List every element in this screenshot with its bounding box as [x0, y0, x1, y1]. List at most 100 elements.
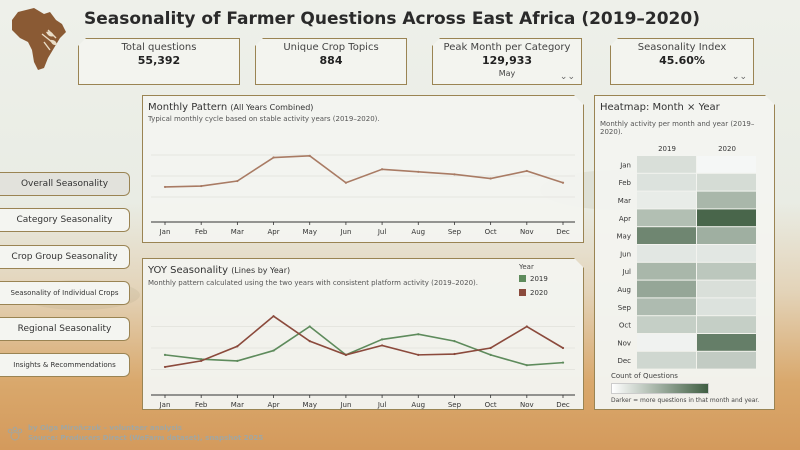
nav-crop-group-seasonality[interactable]: Crop Group Seasonality	[0, 245, 130, 269]
heatmap-cell	[637, 227, 696, 244]
tick-label: Apr	[267, 228, 279, 236]
africa-logo	[12, 8, 66, 70]
heatmap-cell	[697, 245, 756, 262]
yoy-title-small: (Lines by Year)	[231, 266, 291, 275]
kpi-sub-value: May	[498, 69, 516, 78]
data-point-2019	[309, 325, 311, 327]
heatmap-cell	[697, 156, 756, 173]
data-point-2019	[490, 354, 492, 356]
heatmap-cell	[637, 334, 696, 351]
kpi-value: 55,392	[137, 54, 181, 67]
heatmap-row-label: Sep	[618, 304, 632, 312]
heatmap-row-label: Jun	[619, 250, 631, 258]
monthly-title-main: Monthly Pattern	[148, 102, 228, 113]
heatmap-row-label: Aug	[617, 286, 631, 294]
nav-regional-seasonality[interactable]: Regional Seasonality	[0, 317, 130, 341]
heatmap-cell	[637, 316, 696, 333]
footer-source: Source: Producers Direct (WeFarm dataset…	[28, 434, 264, 442]
data-point-2020	[526, 325, 528, 327]
heatmap-cell	[637, 209, 696, 226]
heatmap-row-label: Apr	[619, 215, 631, 223]
heatmap-column-label: 2019	[658, 145, 676, 153]
heatmap-cell	[697, 174, 756, 191]
data-point-monthly	[562, 182, 564, 184]
data-point-2019	[453, 340, 455, 342]
data-point-monthly	[345, 182, 347, 184]
kpi-value: 884	[319, 54, 343, 67]
heatmap-title: Heatmap: Month × Year	[600, 102, 720, 113]
heatmap-row-label: Mar	[618, 197, 631, 205]
data-point-2019	[381, 338, 383, 340]
heatmap-cell	[637, 263, 696, 280]
yoy-seasonality-panel: YOY Seasonality (Lines by Year) Monthly …	[142, 258, 584, 410]
heatmap-cell	[697, 298, 756, 315]
chevron-down-icon[interactable]: ⌄⌄	[731, 72, 747, 82]
data-point-monthly	[417, 171, 419, 173]
legend-swatch-2019	[519, 275, 526, 282]
data-point-2019	[200, 358, 202, 360]
heatmap-legend-title: Count of Questions	[611, 372, 678, 380]
yoy-legend-title: Year	[519, 263, 534, 271]
monthly-title-small: (All Years Combined)	[230, 103, 314, 112]
heatmap-cell	[697, 334, 756, 351]
tick-label: Nov	[520, 401, 534, 409]
heatmap-row-label: May	[617, 233, 631, 241]
heatmap-column-label: 2020	[718, 145, 736, 153]
tick-label: Feb	[195, 401, 208, 409]
nav-insights-recommendations[interactable]: Insights & Recommendations	[0, 353, 130, 377]
tick-label: Mar	[231, 401, 244, 409]
tick-label: Aug	[411, 228, 425, 236]
heatmap-cell	[697, 352, 756, 369]
tick-label: Nov	[520, 228, 534, 236]
nav-category-seasonality[interactable]: Category Seasonality	[0, 208, 130, 232]
yoy-title-main: YOY Seasonality	[148, 265, 228, 276]
monthly-title: Monthly Pattern (All Years Combined)	[148, 102, 313, 113]
chevron-down-icon[interactable]: ⌄⌄	[559, 72, 575, 82]
kpi-unique-crop-topics: Unique Crop Topics 884	[255, 38, 407, 85]
heatmap-cell	[697, 281, 756, 298]
data-point-2020	[236, 345, 238, 347]
series-line-2019	[165, 327, 563, 366]
data-point-monthly	[272, 156, 274, 158]
data-point-2020	[272, 315, 274, 317]
data-point-monthly	[526, 170, 528, 172]
legend-swatch-2020	[519, 289, 526, 296]
heatmap-row-label: Oct	[619, 322, 631, 330]
kpi-label: Total questions	[121, 42, 197, 53]
tick-label: Jun	[339, 401, 351, 409]
tick-label: Jul	[377, 401, 387, 409]
kpi-seasonality-index[interactable]: Seasonality Index 45.60% ⌄⌄	[610, 38, 754, 85]
data-point-2020	[562, 347, 564, 349]
kpi-value: 45.60%	[659, 54, 705, 67]
monthly-pattern-panel: Monthly Pattern (All Years Combined) Typ…	[142, 95, 584, 243]
kpi-peak-month[interactable]: Peak Month per Category 129,933 May ⌄⌄	[432, 38, 582, 85]
data-point-2020	[453, 353, 455, 355]
data-point-monthly	[309, 155, 311, 157]
data-point-2019	[236, 360, 238, 362]
kpi-total-questions: Total questions 55,392	[78, 38, 240, 85]
footer-author: by Olga Miroñczuk – volunteer analysis	[28, 424, 182, 432]
kpi-label: Unique Crop Topics	[283, 42, 379, 53]
heatmap-row-label: Jul	[622, 268, 632, 276]
heatmap-cell	[637, 352, 696, 369]
data-point-2020	[309, 340, 311, 342]
heatmap-cell	[697, 316, 756, 333]
heatmap-row-label: Dec	[617, 357, 631, 365]
tick-label: Jan	[159, 228, 171, 236]
nav-overall-seasonality[interactable]: Overall Seasonality	[0, 172, 130, 196]
tick-label: Sep	[448, 228, 462, 236]
heatmap-cell	[697, 263, 756, 280]
heatmap-cell	[637, 192, 696, 209]
data-point-monthly	[164, 186, 166, 188]
tick-label: Apr	[267, 401, 279, 409]
heatmap-cell	[637, 156, 696, 173]
tick-label: Oct	[485, 401, 497, 409]
heatmap-cell	[697, 209, 756, 226]
nav-individual-crops[interactable]: Seasonality of Individual Crops	[0, 281, 130, 305]
tick-label: Aug	[411, 401, 425, 409]
data-point-2019	[272, 349, 274, 351]
tick-label: Feb	[195, 228, 208, 236]
heatmap-row-label: Nov	[617, 339, 631, 347]
legend-label-2019: 2019	[530, 275, 548, 283]
kpi-label: Peak Month per Category	[443, 42, 571, 53]
